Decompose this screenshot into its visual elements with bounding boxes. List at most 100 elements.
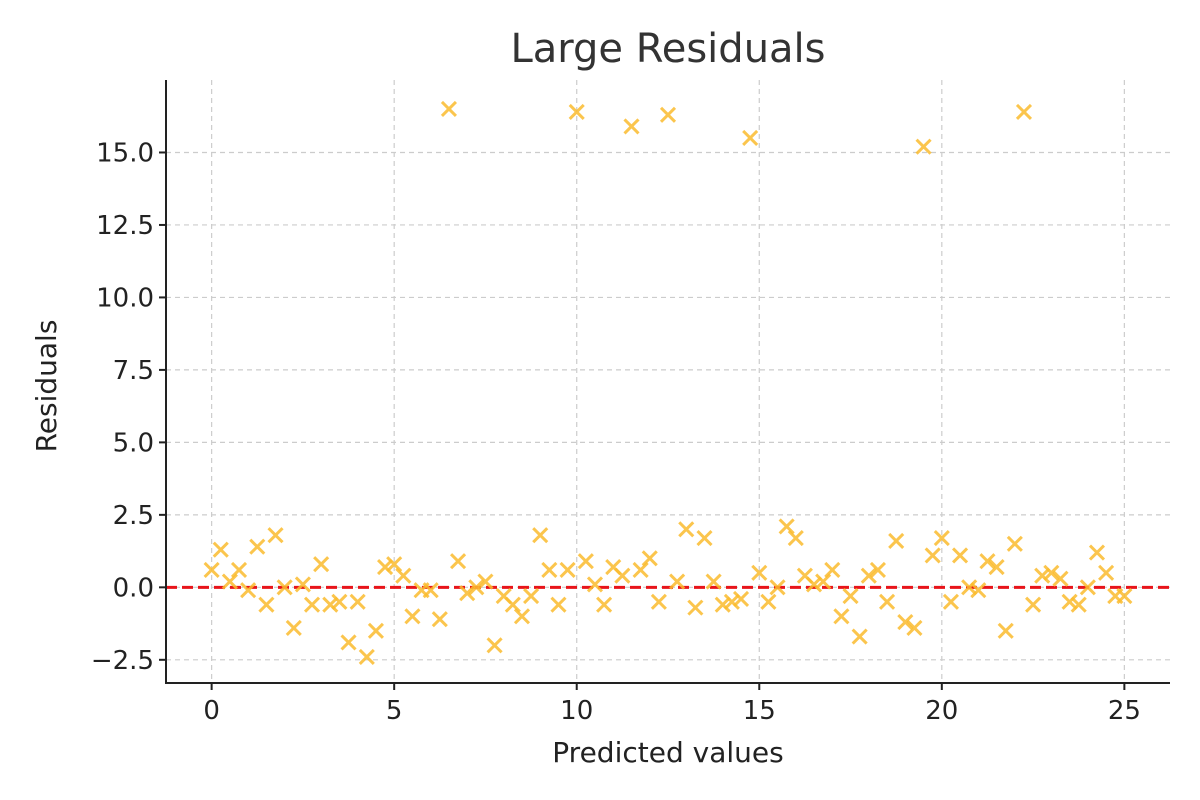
data-point bbox=[851, 628, 868, 645]
data-point bbox=[440, 100, 458, 118]
x-tick-label: 20 bbox=[925, 696, 958, 726]
data-point bbox=[340, 634, 357, 651]
data-point bbox=[577, 553, 594, 570]
data-point bbox=[376, 558, 394, 576]
data-point bbox=[614, 567, 631, 584]
data-point bbox=[787, 529, 804, 547]
data-point bbox=[888, 532, 905, 550]
data-point bbox=[705, 573, 722, 590]
data-point bbox=[1098, 564, 1115, 581]
data-point bbox=[732, 590, 750, 607]
axes bbox=[159, 80, 1170, 690]
data-point bbox=[1079, 579, 1096, 596]
x-tick-label: 10 bbox=[560, 696, 593, 726]
data-point bbox=[641, 550, 658, 567]
y-tick-label: 2.5 bbox=[113, 501, 154, 531]
data-point bbox=[933, 529, 950, 547]
data-point bbox=[687, 599, 704, 616]
data-point bbox=[221, 573, 238, 590]
data-point bbox=[988, 558, 1005, 576]
data-point bbox=[1015, 103, 1033, 120]
data-point bbox=[778, 518, 795, 535]
data-point bbox=[541, 561, 558, 578]
data-point bbox=[285, 619, 302, 636]
data-point bbox=[1043, 564, 1060, 581]
data-point bbox=[815, 573, 832, 590]
data-point bbox=[367, 622, 384, 639]
x-axis-label: Predicted values bbox=[552, 736, 783, 769]
data-point bbox=[915, 138, 932, 155]
data-point bbox=[860, 567, 877, 584]
data-point bbox=[942, 593, 960, 610]
data-point bbox=[596, 596, 613, 613]
y-tick-label: 10.0 bbox=[96, 283, 154, 313]
data-point bbox=[1116, 587, 1133, 605]
data-point bbox=[1052, 570, 1069, 587]
data-point bbox=[623, 118, 640, 135]
data-point bbox=[568, 103, 585, 120]
data-point bbox=[504, 596, 521, 613]
data-point bbox=[632, 561, 649, 578]
grid-lines bbox=[166, 80, 1170, 683]
data-point bbox=[805, 576, 823, 593]
data-point bbox=[331, 593, 348, 610]
data-point bbox=[1070, 596, 1087, 613]
data-point bbox=[240, 582, 257, 599]
data-point bbox=[322, 596, 339, 613]
data-point bbox=[532, 527, 549, 544]
x-tick-label: 0 bbox=[203, 696, 220, 726]
y-tick-label: 12.5 bbox=[96, 211, 154, 241]
data-point bbox=[970, 582, 987, 599]
data-point bbox=[431, 611, 448, 628]
data-point bbox=[1034, 567, 1051, 584]
data-point bbox=[212, 541, 229, 558]
data-point bbox=[477, 573, 494, 590]
tick-labels: 0 5 10 15 20 25 −2.5 0.0 2.5 5.0 7.5 10.0 12.5 15.0 bbox=[91, 138, 1141, 726]
y-tick-label: 0.0 bbox=[113, 573, 154, 603]
y-tick-label: −2.5 bbox=[91, 646, 154, 676]
x-tick-label: 15 bbox=[743, 696, 776, 726]
data-point bbox=[459, 585, 476, 602]
data-point bbox=[486, 637, 503, 654]
data-point bbox=[751, 564, 768, 581]
data-point bbox=[650, 593, 667, 610]
data-point bbox=[924, 547, 941, 564]
y-axis-label: Residuals bbox=[30, 320, 63, 453]
data-point bbox=[878, 593, 896, 610]
data-point bbox=[742, 129, 759, 147]
x-tick-label: 5 bbox=[386, 696, 403, 726]
data-point bbox=[276, 579, 293, 596]
data-point bbox=[395, 567, 412, 584]
data-point bbox=[267, 527, 284, 544]
data-point bbox=[723, 593, 740, 610]
data-point bbox=[997, 622, 1014, 639]
data-point bbox=[586, 576, 604, 593]
data-point bbox=[468, 579, 485, 596]
data-point bbox=[203, 561, 220, 578]
data-point bbox=[1061, 593, 1078, 610]
data-point bbox=[258, 596, 275, 613]
data-point bbox=[659, 106, 677, 123]
data-point bbox=[906, 619, 923, 636]
data-point bbox=[386, 556, 403, 573]
data-point bbox=[678, 521, 695, 538]
data-point bbox=[833, 608, 850, 625]
data-point bbox=[349, 593, 366, 610]
data-point bbox=[422, 582, 439, 599]
chart-title: Large Residuals bbox=[510, 26, 825, 72]
data-point bbox=[303, 596, 321, 613]
data-point bbox=[1088, 544, 1106, 561]
data-point bbox=[760, 593, 777, 610]
data-point bbox=[358, 648, 375, 665]
data-point bbox=[769, 579, 786, 596]
data-point bbox=[550, 596, 567, 613]
data-point bbox=[523, 587, 540, 605]
data-point bbox=[696, 529, 713, 547]
data-point bbox=[952, 547, 969, 564]
y-tick-label: 15.0 bbox=[96, 138, 154, 168]
data-point bbox=[559, 561, 576, 578]
x-tick-label: 25 bbox=[1108, 696, 1141, 726]
data-point bbox=[230, 561, 248, 578]
data-point bbox=[1025, 596, 1042, 613]
